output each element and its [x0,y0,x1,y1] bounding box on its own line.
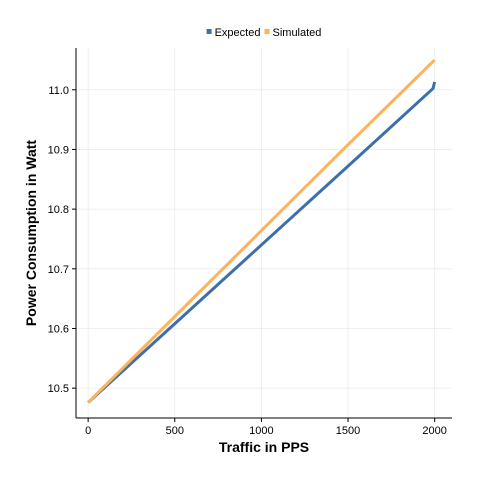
y-tick-label: 10.5 [48,383,69,395]
y-tick-label: 10.7 [48,264,69,276]
series-line-expected [87,81,437,404]
x-tick-label: 500 [166,425,184,437]
y-tick-label: 10.8 [48,204,69,216]
series-line-simulated [87,58,436,404]
legend-key-expected [206,29,212,34]
legend-key-simulated [264,29,270,34]
x-ticks: 0 500 1000 1500 2000 [85,418,447,437]
legend: Expected Simulated [206,27,322,39]
series-lines [87,58,437,404]
x-tick-label: 2000 [422,425,446,437]
x-tick-label: 1500 [336,425,360,437]
axes [75,48,452,419]
legend-label-expected: Expected [215,27,261,39]
y-tick-label: 11.0 [48,85,69,97]
y-tick-label: 10.9 [48,144,69,156]
x-tick-label: 1000 [249,425,273,437]
legend-label-simulated: Simulated [273,27,322,39]
y-ticks: 10.5 10.6 10.7 10.8 10.9 11.0 [48,85,76,395]
x-axis-title: Traffic in PPS [219,439,309,455]
y-axis-title: Power Consumption in Watt [23,140,39,326]
grid [76,48,452,418]
y-tick-label: 10.6 [48,323,69,335]
x-tick-label: 0 [85,425,91,437]
